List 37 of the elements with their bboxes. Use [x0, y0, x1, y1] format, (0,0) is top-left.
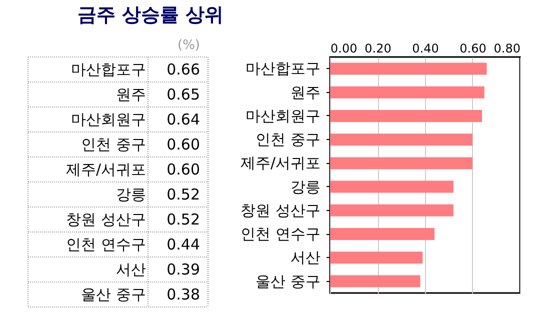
category-label: 창원 성산구 [66, 210, 146, 228]
category-label: 원주 [116, 86, 146, 104]
data-label: 0.39 [166, 260, 200, 278]
text: (%) [178, 38, 200, 53]
category-label: 인천 연수구 [66, 236, 146, 254]
y-tick-label: 인천 중구 [256, 130, 320, 149]
y-tick-label: 창원 성산구 [240, 201, 320, 220]
data-label: 0.38 [166, 286, 200, 304]
x-tick-label: 0.20 [364, 42, 392, 56]
y-tick-label: 인천 연수구 [240, 225, 320, 244]
y-tick-label: 원주 [290, 83, 320, 102]
text: 금주 상승률 상위 [78, 4, 224, 26]
data-label: 0.66 [166, 60, 200, 78]
y-tick-label: 강릉 [290, 178, 320, 196]
data-label: 0.60 [166, 160, 200, 178]
category-label: 마산합포구 [71, 60, 146, 78]
data-label: 0.52 [166, 186, 200, 204]
y-tick-label: 서산 [290, 248, 320, 267]
category-label: 강릉 [116, 186, 146, 204]
data-label: 0.52 [166, 210, 200, 228]
data-label: 0.60 [166, 136, 200, 154]
y-tick-label: 울산 중구 [256, 272, 320, 290]
y-tick-label: 마산회원구 [246, 106, 320, 125]
data-label: 0.64 [166, 110, 200, 128]
category-label: 인천 중구 [81, 136, 146, 154]
x-tick-label: 0.80 [494, 42, 520, 56]
y-tick-label: 제주/서귀포 [240, 154, 320, 172]
category-label: 제주/서귀포 [66, 160, 146, 178]
category-label: 서산 [116, 260, 146, 278]
data-label: 0.65 [166, 86, 200, 104]
category-label: 마산회원구 [71, 110, 146, 128]
category-label: 울산 중구 [81, 286, 146, 304]
data-label: 0.44 [166, 236, 200, 254]
x-tick-label: 0.60 [460, 42, 486, 56]
x-tick-label: 0.40 [412, 42, 439, 56]
y-tick-label: 마산합포구 [246, 60, 320, 78]
x-tick-label: 0.00 [330, 42, 358, 56]
